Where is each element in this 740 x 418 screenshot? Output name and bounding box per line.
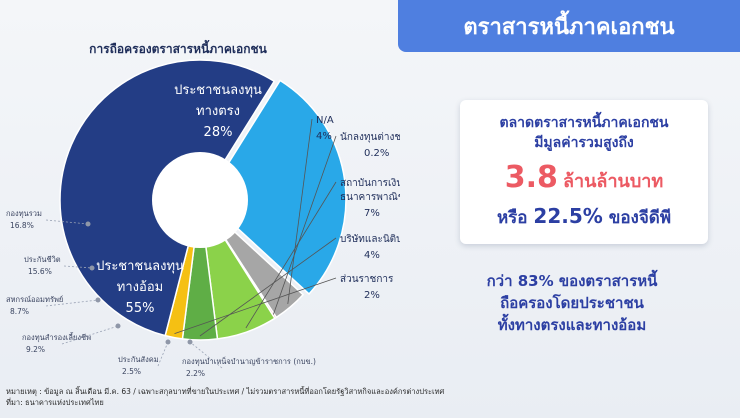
breakdown-dot [85, 221, 91, 227]
footnote: หมายเหตุ : ข้อมูล ณ สิ้นเดือน มี.ค. 63 /… [6, 386, 736, 408]
breakdown-dot [115, 323, 121, 329]
pie-slice [204, 79, 347, 296]
breakdown-label: ประกันชีวิต [24, 255, 61, 264]
breakdown-dot [95, 297, 101, 303]
donut-chart: ประชาชนลงทุนทางตรง28%ประชาชนลงทุนทางอ้อม… [6, 59, 400, 378]
callout-value: 7% [364, 208, 380, 219]
callout-line [273, 135, 337, 315]
market-value: 3.8 [504, 160, 558, 195]
footnote-source: ที่มา: ธนาคารแห่งประเทศไทย [6, 398, 104, 407]
callout-label: บริษัทและนิติบุคคล [340, 234, 400, 245]
breakdown-leader [157, 341, 169, 367]
callout-line [174, 277, 337, 334]
donut-hole [152, 152, 248, 248]
breakdown-label: กองทุนบำเหน็จบำนาญข้าราชการ (กบข.) [182, 356, 316, 366]
summary-line-1: กว่า 83% ของตราสารหนี้ [486, 272, 658, 290]
slice-label: ทางตรง [196, 104, 240, 119]
info-line-2: มีมูลค่ารวมสูงถึง [534, 135, 634, 151]
gdp-prefix: หรือ [496, 208, 528, 228]
breakdown-value: 8.7% [10, 307, 29, 316]
summary-line-3: ทั้งทางตรงและทางอ้อม [497, 316, 647, 334]
summary-text: กว่า 83% ของตราสารหนี้ ถือครองโดยประชาชน… [418, 270, 726, 336]
callout-value: 2% [364, 290, 380, 301]
callout-value: 0.2% [364, 148, 389, 159]
breakdown-leader [63, 265, 93, 269]
breakdown-leader [45, 299, 99, 307]
info-gdp-row: หรือ 22.5% ของจีดีพี [460, 204, 708, 231]
market-value-unit: ล้านล้านบาท [562, 171, 664, 192]
gdp-percent: 22.5% [533, 204, 603, 228]
breakdown-dot [187, 339, 193, 345]
breakdown-value: 9.2% [26, 345, 45, 354]
slice-value-label: 55% [126, 301, 155, 316]
callout-value: 4% [364, 250, 380, 261]
header-banner: ตราสารหนี้ภาคเอกชน [398, 0, 740, 52]
slice-value-label: 28% [204, 125, 233, 140]
callout-label: ส่วนราชการ [340, 274, 394, 285]
breakdown-value: 2.2% [186, 369, 205, 378]
breakdown-value: 16.8% [10, 221, 34, 230]
slice-label: ประชาชนลงทุน [174, 83, 262, 98]
breakdown-label: กองทุนสำรองเลี้ยงชีพ [22, 332, 91, 342]
breakdown-dot [89, 265, 95, 271]
breakdown-value: 2.5% [122, 367, 141, 376]
gdp-suffix: ของจีดีพี [608, 208, 672, 228]
breakdown-label: กองทุนรวม [6, 209, 42, 218]
breakdown-leader [61, 325, 119, 345]
callout-label: ธนาคารพาณิชย์ [340, 191, 400, 203]
info-line-1: ตลาดตราสารหนี้ภาคเอกชน [499, 115, 669, 131]
breakdown-leader [189, 341, 223, 369]
breakdown-value: 15.6% [28, 267, 52, 276]
header-title: ตราสารหนี้ภาคเอกชน [463, 14, 675, 40]
slice-label: ทางอ้อม [117, 280, 163, 295]
info-value-row: 3.8 ล้านล้านบาท [460, 160, 708, 195]
callout-line [287, 118, 313, 304]
callout-label: นักลงทุนต่างชาติ [340, 132, 400, 143]
callout-line [199, 237, 337, 337]
breakdown-label: สหกรณ์ออมทรัพย์ [6, 295, 63, 304]
callout-value: 4% [316, 131, 332, 142]
breakdown-leader [45, 219, 89, 225]
breakdown-label: ประกันสังคม [118, 355, 159, 364]
callout-label: N/A [316, 115, 334, 126]
info-card: ตลาดตราสารหนี้ภาคเอกชน มีมูลค่ารวมสูงถึง… [460, 100, 708, 244]
slice-label: ประชาชนลงทุน [96, 259, 184, 274]
breakdown-dot [165, 339, 171, 345]
callout-label: สถาบันการเงิน/ [340, 178, 400, 189]
chart-title: การถือครองตราสารหนี้ภาคเอกชน [89, 42, 267, 56]
footnote-note: หมายเหตุ : ข้อมูล ณ สิ้นเดือน มี.ค. 63 /… [6, 387, 445, 396]
summary-line-2: ถือครองโดยประชาชน [500, 294, 644, 312]
